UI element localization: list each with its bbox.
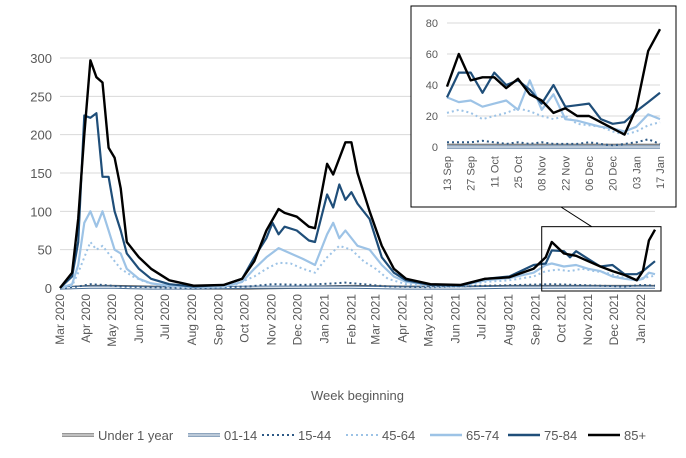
main-x-tick-label: Nov 2020	[265, 294, 279, 346]
main-x-tick-label: Jun 2021	[449, 294, 463, 344]
x-axis-title: Week beginning	[311, 388, 404, 403]
main-line-15-44	[59, 281, 656, 289]
main-y-tick-label: 100	[30, 204, 52, 219]
inset-x-tick-label: 17 Jan	[655, 156, 667, 189]
main-line-65-74	[59, 210, 656, 290]
inset-y-tick-label: 40	[426, 80, 438, 92]
main-x-tick-label: Mar 2020	[53, 294, 67, 345]
inset-x-tick-label: 27 Sep	[466, 156, 478, 191]
legend-under-1-year-label: Under 1 year	[98, 428, 174, 443]
inset-x-tick-label: 13 Sep	[442, 156, 454, 191]
main-line-85-plus	[59, 59, 657, 289]
main-x-tick-label: Jul 2021	[475, 294, 489, 340]
main-x-tick-label: Jul 2020	[158, 294, 172, 340]
inset-x-tick-label: 08 Nov	[537, 156, 549, 191]
main-x-tick-label: Sep 2021	[528, 294, 542, 346]
main-x-tick-label: Apr 2021	[396, 294, 410, 343]
main-y-tick-label: 0	[45, 281, 52, 296]
main-x-tick-label: Jan 2021	[318, 294, 332, 344]
main-x-tick-label: Nov 2021	[581, 294, 595, 346]
inset-line-75-84	[446, 71, 661, 125]
legend-15-44-label: 15-44	[298, 428, 331, 443]
inset-line-15-44	[447, 138, 661, 147]
legend-65-74-label: 65-74	[466, 428, 499, 443]
main-x-tick-label: Jun 2020	[132, 294, 146, 344]
main-x-tick-label: Aug 2020	[185, 294, 199, 346]
main-x-tick-label: Mar 2021	[369, 294, 383, 345]
inset-line-65-74	[446, 79, 661, 133]
main-y-tick-label: 50	[38, 243, 52, 258]
inset-frame	[410, 5, 677, 208]
inset-x-tick-label: 25 Oct	[513, 156, 525, 188]
inset-line-85-plus	[445, 28, 662, 136]
main-x-tick-label: May 2021	[422, 294, 436, 347]
main-x-tick-label: Apr 2020	[79, 294, 93, 343]
legend: Under 1 year 01-14 15-44 45-64 65-74 75-84 85+	[62, 428, 646, 443]
main-x-tick-label: Oct 2020	[238, 294, 252, 343]
main-x-tick-label: Oct 2021	[554, 294, 568, 343]
inset-y-tick-label: 0	[432, 142, 438, 154]
legend-45-64-label: 45-64	[382, 428, 415, 443]
main-x-tick-label: May 2020	[105, 294, 119, 347]
zoom-callout	[541, 206, 662, 292]
inset-y-tick-label: 20	[426, 111, 438, 123]
legend-01-14-label: 01-14	[224, 428, 257, 443]
main-x-tick-label: Sep 2020	[212, 294, 226, 346]
inset-x-tick-label: 11 Oct	[489, 156, 501, 188]
inset-x-tick-label: 20 Dec	[608, 156, 620, 191]
legend-85-plus-label: 85+	[624, 428, 646, 443]
main-x-tick-label: Dec 2020	[291, 294, 305, 346]
main-x-tick-label: Feb 2021	[344, 294, 358, 345]
main-x-tick-label: Aug 2021	[501, 294, 515, 346]
zoom-region-box	[541, 226, 662, 292]
main-x-tick-label: Jan 2022	[634, 294, 648, 344]
main-y-tick-label: 200	[30, 128, 52, 143]
main-y-tick-label: 250	[30, 89, 52, 104]
inset-chart: 0 20 40 60 80 13 Sep 27 Sep 11 Oct 25 Oct 08 Nov 2…	[410, 5, 677, 208]
main-y-tick-label: 300	[30, 51, 52, 66]
inset-x-tick-label: 22 Nov	[560, 156, 572, 191]
inset-x-tick-label: 03 Jan	[631, 156, 643, 189]
legend-75-84-label: 75-84	[544, 428, 577, 443]
main-x-tick-label: Dec 2021	[607, 294, 621, 346]
main-y-tick-label: 150	[30, 166, 52, 181]
inset-x-tick-label: 06 Dec	[584, 156, 596, 191]
zoom-connector	[560, 206, 592, 228]
inset-y-tick-label: 80	[426, 18, 438, 30]
inset-y-tick-label: 60	[426, 49, 438, 61]
